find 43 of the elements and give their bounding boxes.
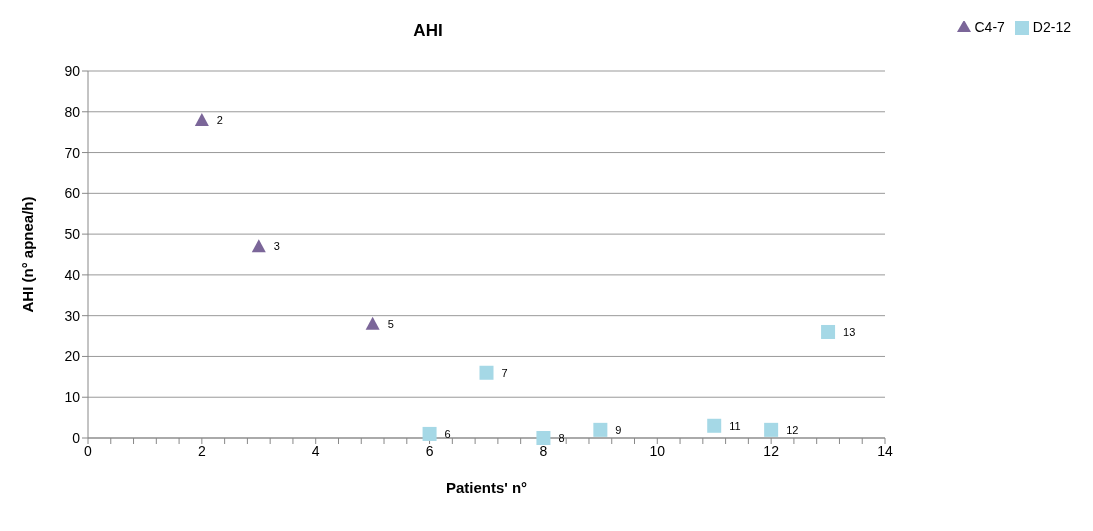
annotation: 5 [387,317,394,330]
annotation: 12 [786,423,799,436]
x-axis-title: Patients' n° [445,479,528,496]
y-tick-label: 60 [64,185,81,202]
point [251,239,266,253]
point [536,431,551,445]
y-tick-label: 20 [64,348,81,365]
point [422,426,437,441]
point [479,365,494,380]
y-tick-label: 80 [64,103,81,120]
legend-label: D2-12 [1032,19,1071,35]
annotation: 6 [444,427,451,440]
annotation: 7 [501,366,508,379]
y-tick-label: 0 [72,429,81,446]
point [365,316,380,330]
x-tick-label: 14 [877,442,893,459]
y-tick-label: 70 [64,144,81,161]
x-tick-label: 6 [425,442,434,459]
y-tick-label: 40 [64,266,81,283]
annotation: 9 [615,423,622,436]
x-tick-label: 10 [649,442,666,459]
x-tick-label: 0 [84,442,93,459]
x-tick-label: 12 [763,442,780,459]
point [593,422,608,437]
chart-title: AHI [413,21,443,40]
point [821,324,836,339]
y-axis-title: AHI (n° apnea/h) [19,196,37,313]
annotation: 8 [558,432,565,444]
annotation: 3 [273,240,280,253]
y-tick-label: 90 [64,62,81,79]
point [707,418,722,433]
x-tick-label: 4 [311,442,320,459]
annotation: 13 [843,325,856,338]
y-tick-label: 10 [64,389,81,406]
y-tick-label: 50 [64,226,81,243]
y-tick-label: 30 [64,307,81,324]
point [194,112,209,126]
point [764,422,779,437]
annotation: 2 [216,113,223,126]
legend-label: C4-7 [974,19,1005,35]
annotation: 11 [729,419,741,432]
x-tick-label: 2 [197,442,206,459]
x-tick-label: 8 [539,442,548,459]
